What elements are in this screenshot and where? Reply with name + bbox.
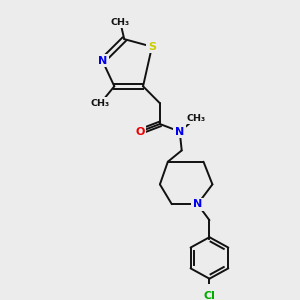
Text: CH₃: CH₃ (186, 114, 205, 123)
Text: CH₃: CH₃ (91, 99, 110, 108)
Text: N: N (98, 56, 107, 66)
Text: Cl: Cl (203, 291, 215, 300)
Text: O: O (135, 127, 145, 136)
Text: N: N (193, 199, 202, 209)
Text: N: N (175, 127, 184, 136)
Text: S: S (148, 42, 156, 52)
Text: CH₃: CH₃ (111, 18, 130, 27)
